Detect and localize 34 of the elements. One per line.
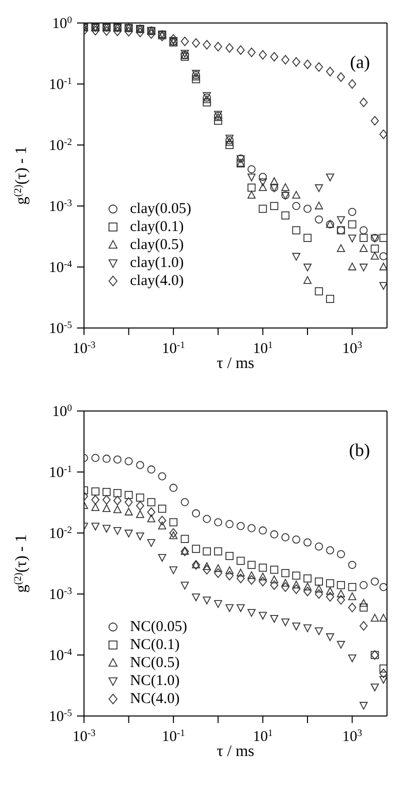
y-tick-label: 10$^{-1}$ xyxy=(48,76,72,93)
x-tick-label: 10$^{1}$ xyxy=(252,340,273,357)
legend-label: clay(0.05) xyxy=(130,200,192,218)
x-tick-label: 10$^{3}$ xyxy=(342,340,362,357)
y-tick-label: 10$^{-4}$ xyxy=(48,646,72,664)
x-axis-title: τ / ms xyxy=(216,743,254,760)
y-tick-label: 10$^{-2}$ xyxy=(48,136,72,154)
x-tick-label: 10$^{-3}$ xyxy=(72,340,96,357)
legend-label: clay(0.1) xyxy=(130,218,184,236)
legend-label: NC(0.1) xyxy=(130,636,180,654)
annotation: (b) xyxy=(349,440,370,461)
x-tick-label: 10$^{1}$ xyxy=(252,728,273,745)
y-tick-label: 10$^{0}$ xyxy=(52,14,72,32)
x-axis-title: τ / ms xyxy=(216,355,254,372)
legend-label: clay(0.5) xyxy=(130,236,184,254)
legend-label: NC(4.0) xyxy=(130,690,180,708)
legend-label: NC(0.5) xyxy=(130,654,180,672)
y-tick-label: 10$^{-4}$ xyxy=(48,258,72,276)
legend-label: clay(1.0) xyxy=(130,254,184,272)
x-tick-label: 10$^{-1}$ xyxy=(162,728,186,745)
y-tick-label: 10$^{-5}$ xyxy=(48,320,72,337)
x-tick-label: 10$^{3}$ xyxy=(342,728,362,745)
y-tick-label: 10$^{-2}$ xyxy=(48,524,72,542)
y-tick-label: 10$^{-5}$ xyxy=(48,708,72,725)
annotation: (a) xyxy=(350,52,370,73)
x-tick-label: 10$^{-1}$ xyxy=(162,340,186,357)
y-tick-label: 10$^{-3}$ xyxy=(48,586,72,603)
y-tick-label: 10$^{-1}$ xyxy=(48,464,72,481)
legend-label: NC(1.0) xyxy=(130,672,180,690)
x-tick-label: 10$^{-3}$ xyxy=(72,728,96,745)
y-tick-label: 10$^{-3}$ xyxy=(48,198,72,215)
legend-label: clay(4.0) xyxy=(130,272,184,290)
y-tick-label: 10$^{0}$ xyxy=(52,402,72,420)
legend-label: NC(0.05) xyxy=(130,618,188,636)
